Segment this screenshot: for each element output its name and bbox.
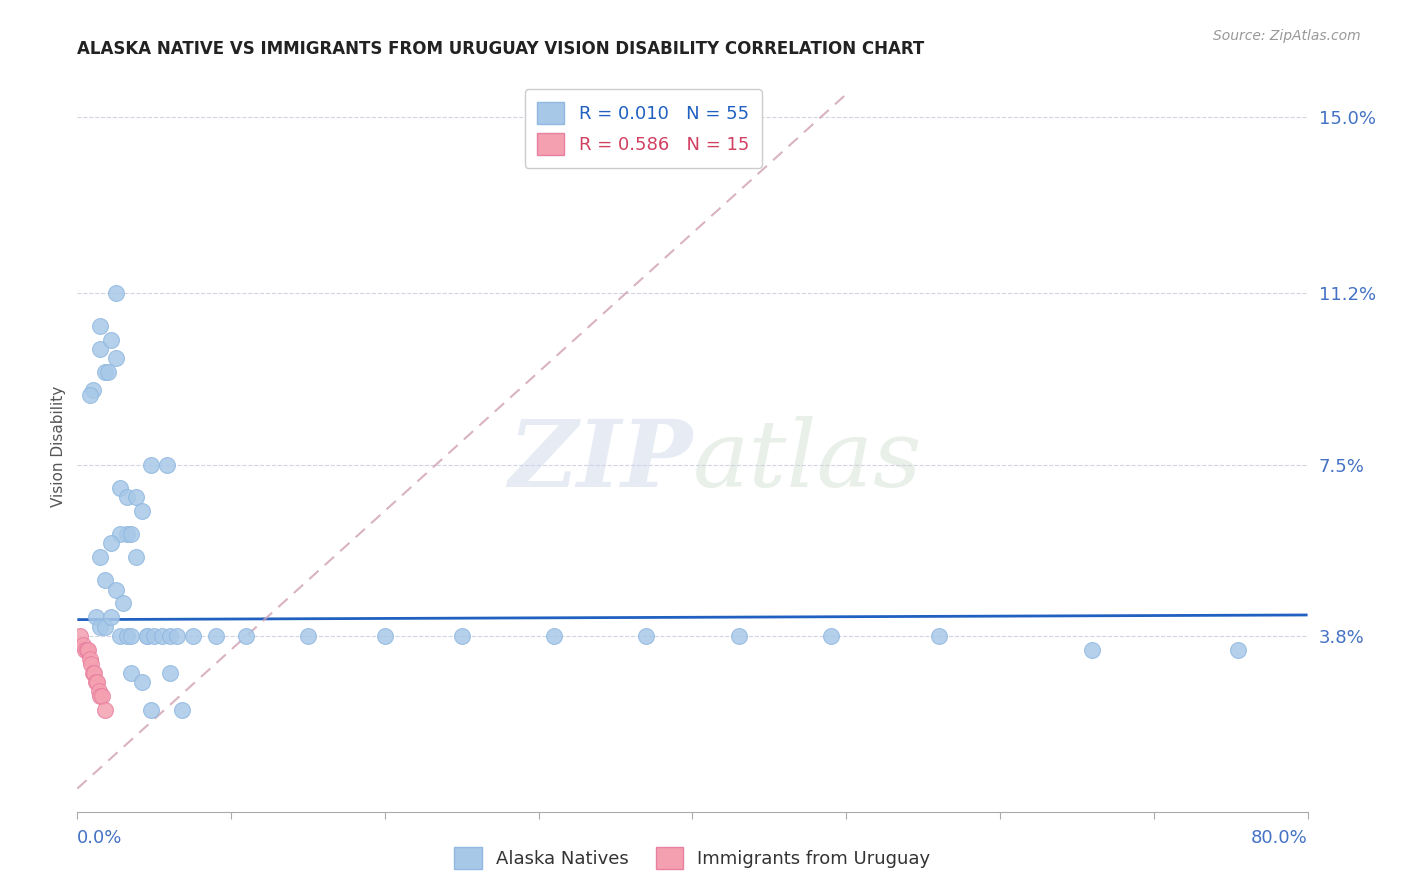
Point: [131, 675, 153, 690]
Point: [69, 629, 91, 643]
Text: ALASKA NATIVE VS IMMIGRANTS FROM URUGUAY VISION DISABILITY CORRELATION CHART: ALASKA NATIVE VS IMMIGRANTS FROM URUGUAY…: [77, 40, 925, 58]
Y-axis label: Vision Disability: Vision Disability: [51, 385, 66, 507]
Point: [115, 490, 138, 504]
Point: [120, 527, 142, 541]
Point: [110, 527, 132, 541]
Point: [115, 629, 138, 643]
Point: [84, 675, 107, 690]
Point: [77, 642, 100, 657]
Point: [80, 657, 103, 671]
Point: [89, 342, 111, 356]
Point: [143, 629, 166, 643]
Point: [72, 638, 94, 652]
Point: [82, 665, 104, 680]
Point: [131, 504, 153, 518]
Point: [104, 582, 127, 597]
Point: [141, 703, 163, 717]
Text: Source: ZipAtlas.com: Source: ZipAtlas.com: [1213, 29, 1361, 43]
Text: ZIP: ZIP: [508, 416, 693, 506]
Point: [79, 388, 101, 402]
Point: [120, 629, 142, 643]
Point: [636, 629, 658, 643]
Point: [450, 629, 472, 643]
Point: [100, 610, 122, 624]
Point: [104, 286, 127, 301]
Point: [94, 619, 117, 633]
Point: [928, 629, 950, 643]
Point: [94, 574, 117, 588]
Point: [135, 629, 157, 643]
Text: 80.0%: 80.0%: [1251, 829, 1308, 847]
Point: [83, 665, 105, 680]
Point: [94, 703, 117, 717]
Point: [115, 527, 138, 541]
Point: [104, 351, 127, 365]
Point: [110, 481, 132, 495]
Point: [141, 458, 163, 472]
Point: [125, 490, 148, 504]
Point: [100, 333, 122, 347]
Point: [89, 689, 111, 703]
Point: [89, 619, 111, 633]
Point: [125, 550, 148, 565]
Point: [1081, 642, 1104, 657]
Point: [89, 318, 111, 333]
Point: [73, 642, 96, 657]
Point: [79, 652, 101, 666]
Point: [235, 629, 257, 643]
Point: [1227, 642, 1250, 657]
Point: [150, 629, 173, 643]
Point: [87, 684, 110, 698]
Point: [374, 629, 396, 643]
Point: [170, 703, 193, 717]
Point: [155, 458, 177, 472]
Legend: Alaska Natives, Immigrants from Uruguay: Alaska Natives, Immigrants from Uruguay: [447, 839, 938, 876]
Point: [94, 365, 117, 379]
Point: [204, 629, 226, 643]
Point: [86, 675, 108, 690]
Point: [97, 365, 120, 379]
Text: atlas: atlas: [693, 416, 922, 506]
Point: [100, 536, 122, 550]
Point: [89, 550, 111, 565]
Point: [84, 610, 107, 624]
Point: [110, 629, 132, 643]
Point: [120, 665, 142, 680]
Text: 0.0%: 0.0%: [77, 829, 122, 847]
Point: [112, 596, 135, 610]
Point: [543, 629, 565, 643]
Point: [297, 629, 319, 643]
Point: [76, 642, 98, 657]
Point: [82, 384, 104, 398]
Point: [135, 629, 157, 643]
Point: [159, 629, 181, 643]
Point: [159, 665, 181, 680]
Point: [181, 629, 204, 643]
Point: [727, 629, 749, 643]
Point: [820, 629, 842, 643]
Point: [90, 689, 114, 703]
Point: [166, 629, 188, 643]
